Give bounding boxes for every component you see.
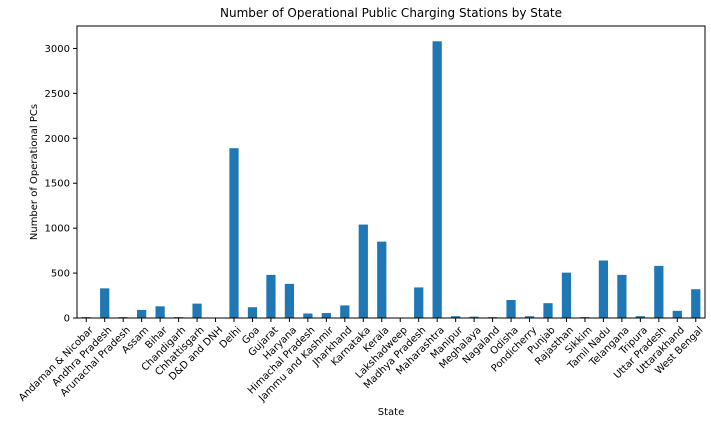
bar xyxy=(247,307,258,318)
bar xyxy=(100,288,110,318)
bars-group xyxy=(81,41,701,319)
plot-frame xyxy=(76,25,706,319)
y-tick-label: 3000 xyxy=(45,44,70,55)
bar xyxy=(266,274,276,318)
y-tick-label: 2500 xyxy=(45,89,70,100)
bar xyxy=(617,274,627,318)
y-tick-label: 1500 xyxy=(45,179,70,190)
bar xyxy=(414,287,424,318)
bar xyxy=(192,303,202,318)
x-axis-label: State xyxy=(378,407,404,418)
bar xyxy=(469,316,479,318)
bar xyxy=(358,224,368,318)
bar xyxy=(506,300,516,318)
bar xyxy=(561,272,572,318)
bar xyxy=(155,306,165,318)
x-tick-label: Delhi xyxy=(218,325,244,351)
bar xyxy=(284,283,295,318)
y-tick-label: 1000 xyxy=(45,224,70,235)
bar xyxy=(543,303,553,318)
bar xyxy=(654,265,664,318)
bar xyxy=(229,148,239,318)
y-tick-label: 500 xyxy=(51,269,70,280)
bar xyxy=(137,309,147,318)
bar xyxy=(432,41,442,319)
bar xyxy=(524,316,535,318)
bar xyxy=(377,241,387,318)
y-tick-label: 0 xyxy=(64,314,70,325)
y-tick-label: 2000 xyxy=(45,134,70,145)
bar xyxy=(691,289,701,318)
bar xyxy=(340,305,350,318)
bar xyxy=(635,316,645,318)
bar xyxy=(672,310,682,318)
bar xyxy=(598,260,609,318)
bar xyxy=(321,313,331,318)
bar xyxy=(451,316,461,318)
chart-title: Number of Operational Public Charging St… xyxy=(220,6,562,20)
y-axis-label: Number of Operational PCs xyxy=(29,104,40,240)
y-axis: 0 500 1000 1500 2000 2500 3000 xyxy=(45,44,77,325)
bar xyxy=(303,313,313,318)
